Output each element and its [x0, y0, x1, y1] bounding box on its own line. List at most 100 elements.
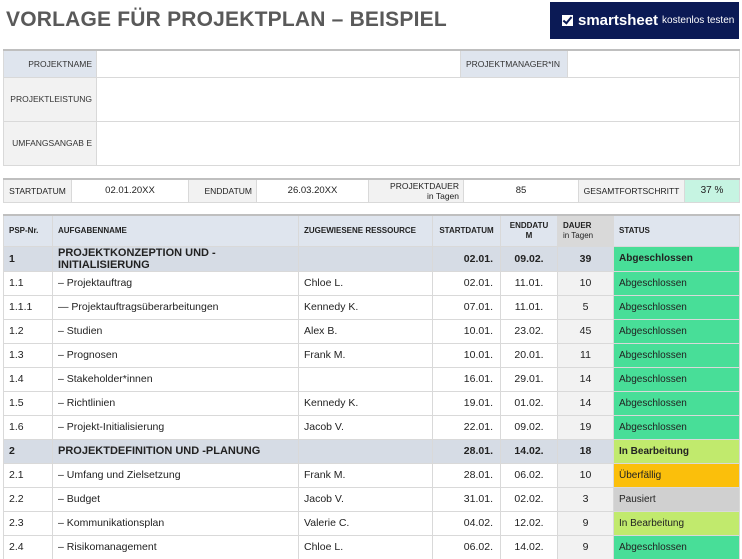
cell-resource[interactable]: Alex B. — [298, 318, 433, 344]
cell-resource[interactable]: Jacob V. — [298, 414, 433, 440]
cell-duration[interactable]: 5 — [557, 294, 614, 320]
cell-status[interactable]: Abgeschlossen — [613, 534, 740, 559]
cell-start-date[interactable]: 02.01. — [432, 245, 501, 272]
cell-psp[interactable]: 1 — [3, 245, 53, 272]
cell-duration[interactable]: 9 — [557, 510, 614, 536]
cell-start-date[interactable]: 10.01. — [432, 318, 501, 344]
table-row[interactable]: 1.2 – Studien Alex B. 10.01. 23.02. 45 A… — [3, 318, 740, 344]
cell-status[interactable]: Abgeschlossen — [613, 294, 740, 320]
cell-resource[interactable]: Chloe L. — [298, 534, 433, 559]
cell-end-date[interactable]: 09.02. — [500, 414, 558, 440]
cell-resource[interactable]: Chloe L. — [298, 270, 433, 296]
cell-resource[interactable]: Frank M. — [298, 462, 433, 488]
table-row[interactable]: 1.5 – Richtlinien Kennedy K. 19.01. 01.0… — [3, 390, 740, 416]
table-row[interactable]: 2.3 – Kommunikationsplan Valerie C. 04.0… — [3, 510, 740, 536]
table-row[interactable]: 1.1 – Projektauftrag Chloe L. 02.01. 11.… — [3, 270, 740, 296]
cell-status[interactable]: Überfällig — [613, 462, 740, 488]
cell-start-date[interactable]: 04.02. — [432, 510, 501, 536]
table-group-row[interactable]: 2 PROJEKTDEFINITION UND -PLANUNG 28.01. … — [3, 438, 740, 464]
cell-end-date[interactable]: 11.01. — [500, 270, 558, 296]
cell-task-name[interactable]: – Budget — [52, 486, 299, 512]
cell-resource[interactable]: Kennedy K. — [298, 294, 433, 320]
cell-status[interactable]: In Bearbeitung — [613, 438, 740, 464]
cell-start-date[interactable]: 06.02. — [432, 534, 501, 559]
cell-resource[interactable] — [298, 438, 433, 464]
cell-start-date[interactable]: 19.01. — [432, 390, 501, 416]
cell-status[interactable]: Pausiert — [613, 486, 740, 512]
start-date-field[interactable]: 02.01.20XX — [71, 178, 189, 203]
cell-duration[interactable]: 9 — [557, 534, 614, 559]
cell-status[interactable]: Abgeschlossen — [613, 245, 740, 272]
cell-task-name[interactable]: – Richtlinien — [52, 390, 299, 416]
cell-end-date[interactable]: 14.02. — [500, 438, 558, 464]
cell-resource[interactable]: Valerie C. — [298, 510, 433, 536]
cell-duration[interactable]: 18 — [557, 438, 614, 464]
end-date-field[interactable]: 26.03.20XX — [256, 178, 369, 203]
cell-start-date[interactable]: 16.01. — [432, 366, 501, 392]
cell-duration[interactable]: 11 — [557, 342, 614, 368]
cell-end-date[interactable]: 20.01. — [500, 342, 558, 368]
cell-task-name[interactable]: – Stakeholder*innen — [52, 366, 299, 392]
cell-task-name[interactable]: – Kommunikationsplan — [52, 510, 299, 536]
table-row[interactable]: 2.1 – Umfang und Zielsetzung Frank M. 28… — [3, 462, 740, 488]
cell-duration[interactable]: 14 — [557, 390, 614, 416]
cell-duration[interactable]: 45 — [557, 318, 614, 344]
cell-duration[interactable]: 14 — [557, 366, 614, 392]
cell-psp[interactable]: 1.1.1 — [3, 294, 53, 320]
cell-psp[interactable]: 2.3 — [3, 510, 53, 536]
col-header-task[interactable]: AUFGABENNAME — [52, 214, 299, 247]
cell-resource[interactable]: Kennedy K. — [298, 390, 433, 416]
table-group-row[interactable]: 1 PROJEKTKONZEPTION UND -INITIALISIERUNG… — [3, 245, 740, 272]
scope-field[interactable] — [96, 120, 740, 166]
cell-end-date[interactable]: 09.02. — [500, 245, 558, 272]
cell-start-date[interactable]: 02.01. — [432, 270, 501, 296]
cell-task-name[interactable]: — Projektauftragsüberarbeitungen — [52, 294, 299, 320]
cell-duration[interactable]: 19 — [557, 414, 614, 440]
cell-psp[interactable]: 1.1 — [3, 270, 53, 296]
cell-duration[interactable]: 3 — [557, 486, 614, 512]
table-row[interactable]: 1.4 – Stakeholder*innen 16.01. 29.01. 14… — [3, 366, 740, 392]
cell-end-date[interactable]: 29.01. — [500, 366, 558, 392]
cell-end-date[interactable]: 14.02. — [500, 534, 558, 559]
cell-duration[interactable]: 39 — [557, 245, 614, 272]
cell-duration[interactable]: 10 — [557, 270, 614, 296]
cell-psp[interactable]: 1.2 — [3, 318, 53, 344]
cell-task-name[interactable]: – Studien — [52, 318, 299, 344]
col-header-resource[interactable]: ZUGEWIESENE RESSOURCE — [298, 214, 433, 247]
cell-status[interactable]: Abgeschlossen — [613, 414, 740, 440]
cell-status[interactable]: Abgeschlossen — [613, 318, 740, 344]
cell-task-name[interactable]: – Risikomanagement — [52, 534, 299, 559]
smartsheet-trial-banner[interactable]: smartsheet kostenlos testen — [550, 2, 739, 39]
project-name-field[interactable] — [96, 49, 461, 78]
cell-start-date[interactable]: 10.01. — [432, 342, 501, 368]
cell-task-name[interactable]: – Projekt-Initialisierung — [52, 414, 299, 440]
cell-start-date[interactable]: 31.01. — [432, 486, 501, 512]
cell-psp[interactable]: 1.3 — [3, 342, 53, 368]
table-row[interactable]: 1.1.1 — Projektauftragsüberarbeitungen K… — [3, 294, 740, 320]
cell-status[interactable]: Abgeschlossen — [613, 366, 740, 392]
project-manager-field[interactable] — [567, 49, 740, 78]
cell-psp[interactable]: 2.2 — [3, 486, 53, 512]
cell-task-name[interactable]: PROJEKTDEFINITION UND -PLANUNG — [52, 438, 299, 464]
col-header-psp[interactable]: PSP-Nr. — [3, 214, 53, 247]
cell-resource[interactable] — [298, 366, 433, 392]
table-row[interactable]: 2.2 – Budget Jacob V. 31.01. 02.02. 3 Pa… — [3, 486, 740, 512]
table-row[interactable]: 1.3 – Prognosen Frank M. 10.01. 20.01. 1… — [3, 342, 740, 368]
cell-task-name[interactable]: – Projektauftrag — [52, 270, 299, 296]
cell-psp[interactable]: 2.1 — [3, 462, 53, 488]
cell-psp[interactable]: 1.6 — [3, 414, 53, 440]
cell-psp[interactable]: 2 — [3, 438, 53, 464]
cell-status[interactable]: In Bearbeitung — [613, 510, 740, 536]
deliverable-field[interactable] — [96, 76, 740, 122]
cell-end-date[interactable]: 11.01. — [500, 294, 558, 320]
cell-duration[interactable]: 10 — [557, 462, 614, 488]
cell-psp[interactable]: 1.4 — [3, 366, 53, 392]
cell-start-date[interactable]: 28.01. — [432, 438, 501, 464]
cell-status[interactable]: Abgeschlossen — [613, 390, 740, 416]
cell-end-date[interactable]: 01.02. — [500, 390, 558, 416]
cell-status[interactable]: Abgeschlossen — [613, 270, 740, 296]
cell-start-date[interactable]: 22.01. — [432, 414, 501, 440]
overall-progress-field[interactable]: 37 % — [684, 178, 740, 203]
col-header-end[interactable]: ENDDATU M — [500, 214, 558, 247]
cell-psp[interactable]: 1.5 — [3, 390, 53, 416]
